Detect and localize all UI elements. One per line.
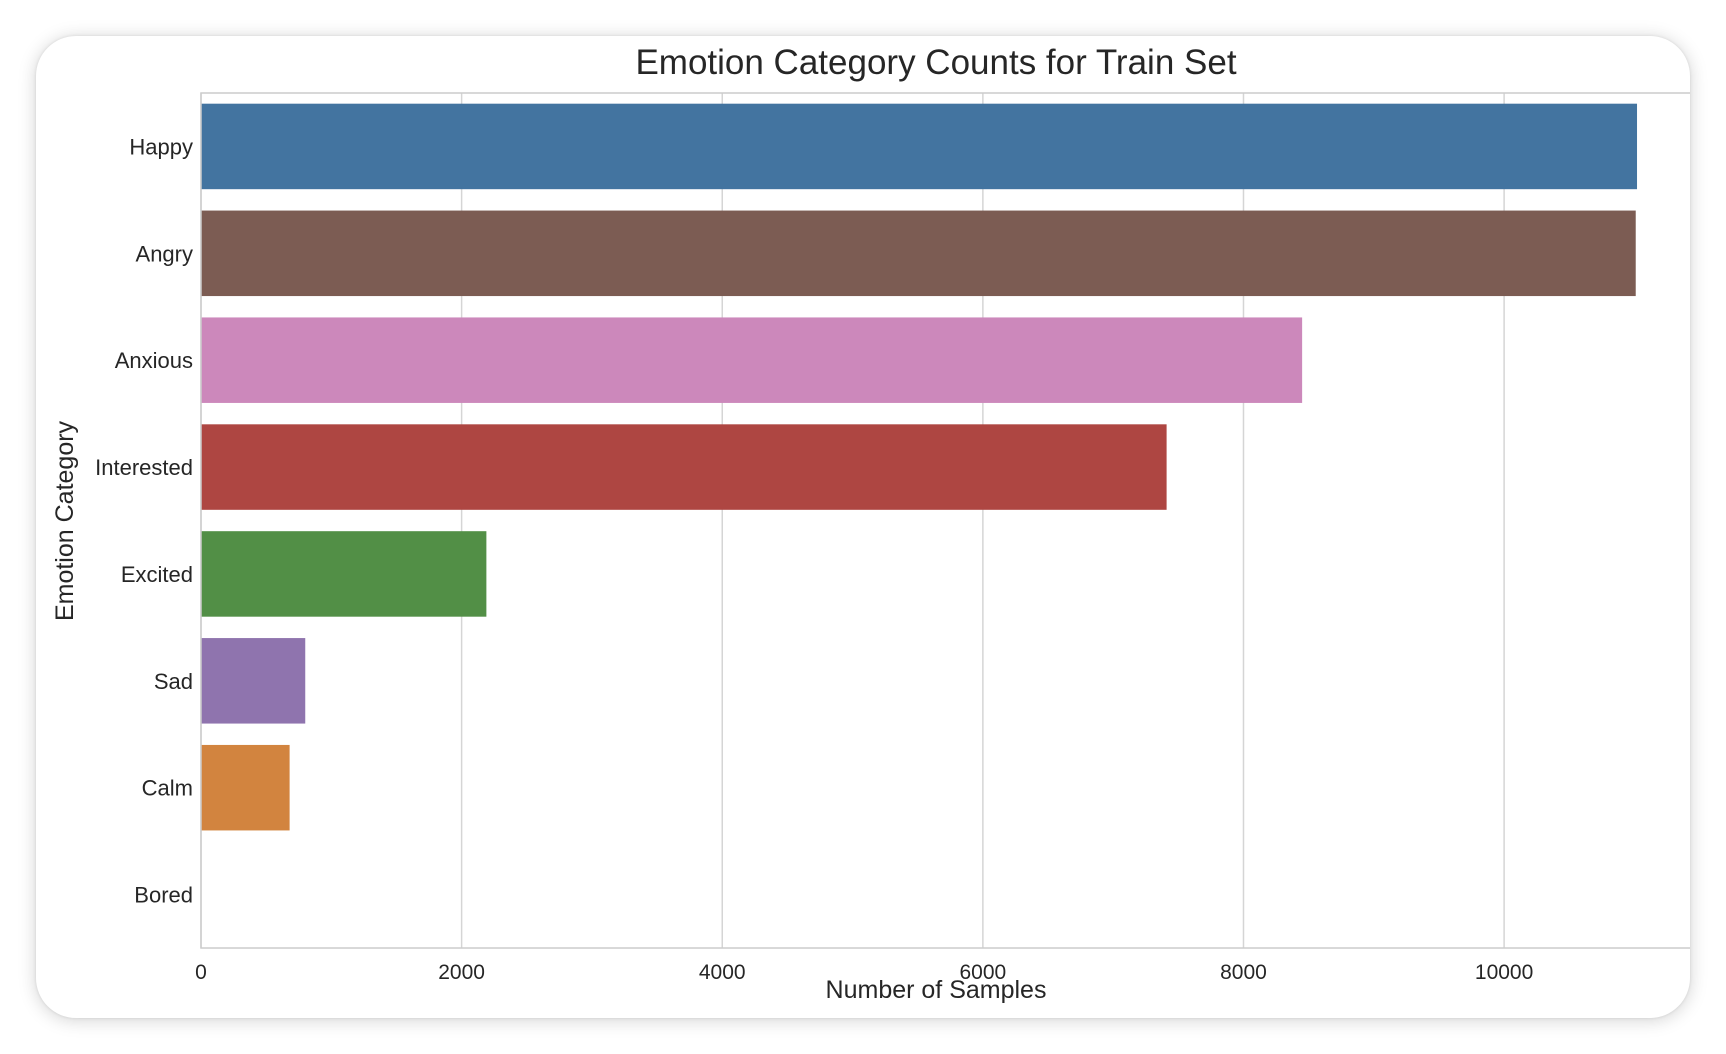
x-tick-label: 2000 [438, 961, 485, 984]
x-tick-label: 6000 [960, 961, 1007, 984]
bar-sad [201, 638, 306, 724]
plot-frame [200, 92, 1690, 949]
chart-card: 0 2000 4000 6000 8000 10000 Happy Angry Anxious… [36, 36, 1690, 1018]
y-tick-label-bored: Bored [134, 883, 193, 908]
bar-chart: 0 2000 4000 6000 8000 10000 Happy Angry Anxious… [51, 43, 1690, 1004]
x-tick-labels: 0 2000 4000 6000 8000 10000 [195, 961, 1533, 984]
bar-excited [201, 531, 487, 617]
y-tick-label-excited: Excited [121, 562, 193, 587]
bar-happy [201, 103, 1638, 190]
y-tick-label-interested: Interested [95, 455, 193, 480]
x-tick-label: 10000 [1475, 961, 1533, 984]
x-tick-label: 0 [195, 961, 207, 984]
x-tick-label: 8000 [1220, 961, 1267, 984]
y-tick-label-happy: Happy [129, 134, 193, 159]
bar-angry [201, 210, 1636, 297]
bar-interested [201, 424, 1167, 510]
y-tick-label-sad: Sad [154, 669, 193, 694]
y-tick-labels: Happy Angry Anxious Interested Excited Sad Cal… [95, 134, 193, 907]
x-axis-label: Number of Samples [826, 976, 1047, 1004]
y-axis-label: Emotion Category [51, 420, 79, 621]
x-tick-label: 4000 [699, 961, 746, 984]
bar-anxious [201, 317, 1303, 403]
y-tick-label-anxious: Anxious [115, 348, 193, 373]
y-tick-label-calm: Calm [142, 776, 193, 801]
bars-layer [201, 103, 1638, 831]
bar-calm [201, 744, 290, 831]
chart-title: Emotion Category Counts for Train Set [635, 43, 1236, 82]
y-tick-label-angry: Angry [136, 241, 193, 266]
